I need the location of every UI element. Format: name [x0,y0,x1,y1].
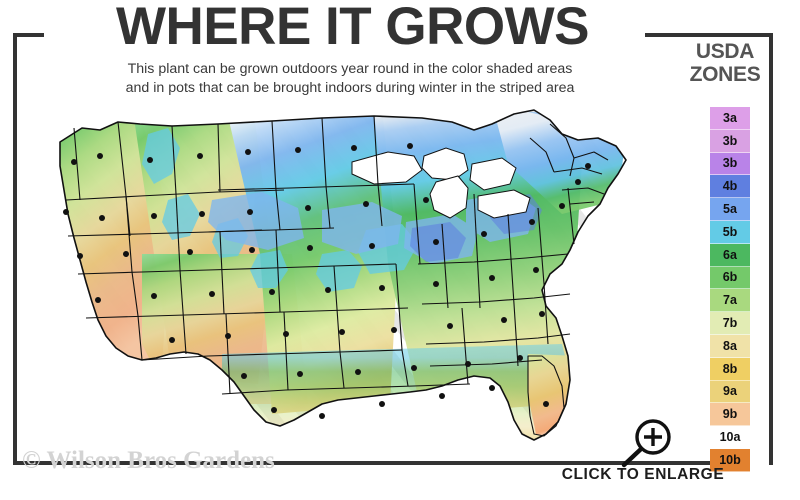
subtitle-line-1: This plant can be grown outdoors year ro… [127,61,573,77]
legend-heading-line-1: USDA [695,40,755,63]
legend-swatch-9a-12: 9a [710,380,750,404]
legend-swatch-4b-3: 4b [710,175,750,199]
legend-swatch-7a-8: 7a [710,289,750,313]
subtitle: This plant can be grown outdoors year ro… [50,60,650,98]
click-to-enlarge-label[interactable]: CLICK TO ENLARGE [561,466,725,483]
frame-top-left-stub [13,33,44,37]
frame-bottom-border [13,461,735,465]
legend-swatch-10a-14: 10a [710,426,750,449]
legend-swatch-9b-13: 9b [710,403,750,427]
legend-swatch-3b-1: 3b [710,129,750,153]
legend-swatch-10b-15: 10b [710,448,750,472]
frame-top-right-stub [645,33,773,37]
state-boundaries [59,109,627,441]
map-fill-layer [22,104,672,454]
legend-swatch-5a-4: 5a [710,198,750,221]
page-title: WHERE IT GROWS [116,0,589,56]
legend-swatch-6a-6: 6a [710,243,750,267]
hardiness-zone-map[interactable] [22,104,672,454]
legend-swatch-8a-10: 8a [710,334,750,358]
legend-swatch-list: 3a 3b 3b 4b 5a 5b 6a 6b 7a 7b 8a 8b 9a 9b 10a 10b [710,107,750,472]
legend-swatch-8b-11: 8b [710,357,750,381]
legend-swatch-3a-0: 3a [710,107,750,130]
legend-swatch-3b-2: 3b [710,152,750,176]
great-lakes [351,147,531,219]
legend-heading-line-2: ZONES [689,63,761,86]
frame-right-border [769,33,773,465]
legend-heading: USDA ZONES [680,40,770,86]
legend-swatch-7b-9: 7b [710,312,750,335]
frame-left-border [13,33,17,465]
magnifier-plus-icon[interactable] [615,417,677,474]
subtitle-line-2: and in pots that can be brought indoors … [125,80,575,96]
state-capital-dots [63,143,591,419]
legend-swatch-6b-7: 6b [710,266,750,290]
legend-swatch-5b-5: 5b [710,220,750,244]
watermark: © Wilson Bros Gardens [22,447,275,474]
